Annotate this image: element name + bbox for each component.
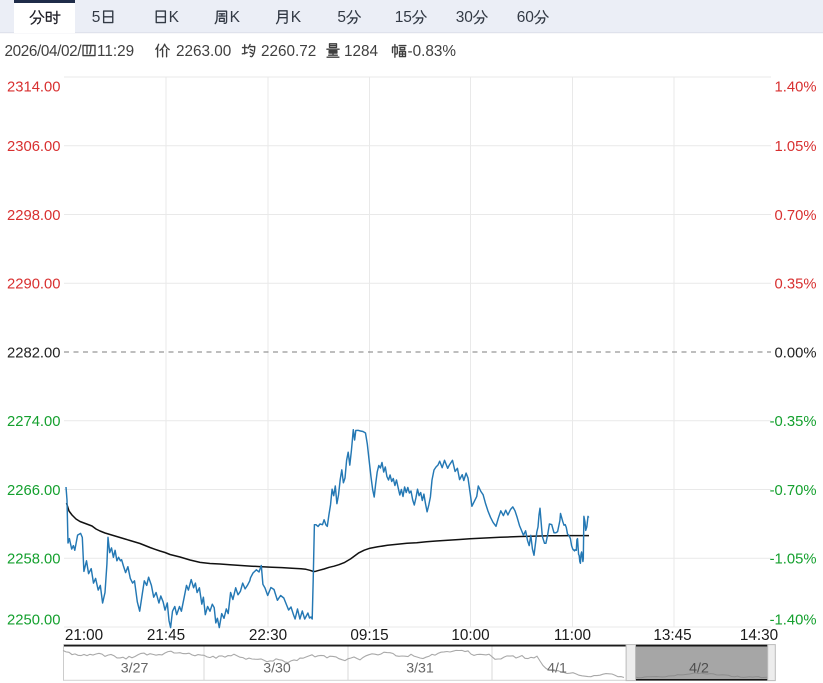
svg-text:21:00: 21:00 — [65, 627, 103, 644]
svg-text:0.00%: 0.00% — [775, 345, 817, 361]
svg-text:3/27: 3/27 — [121, 661, 149, 677]
svg-text:5: 5 — [337, 9, 346, 26]
svg-text:-0.83%: -0.83% — [408, 43, 457, 60]
svg-text:14:30: 14:30 — [740, 627, 778, 644]
svg-text:-1.40%: -1.40% — [770, 613, 817, 629]
svg-text:2298.00: 2298.00 — [7, 208, 61, 224]
svg-text:2258.00: 2258.00 — [7, 552, 61, 568]
svg-text:2282.00: 2282.00 — [7, 345, 61, 361]
svg-text:1284: 1284 — [344, 43, 379, 60]
svg-text:2026/04/02/: 2026/04/02/ — [5, 43, 83, 60]
svg-text:2274.00: 2274.00 — [7, 414, 61, 430]
svg-text:2263.00: 2263.00 — [176, 43, 231, 60]
svg-text:2260.72: 2260.72 — [261, 43, 316, 60]
svg-text:3/31: 3/31 — [406, 661, 434, 677]
svg-text:21:45: 21:45 — [147, 627, 185, 644]
svg-text:4/1: 4/1 — [547, 661, 567, 677]
svg-text:10:00: 10:00 — [451, 627, 489, 644]
svg-text:4/2: 4/2 — [689, 661, 709, 677]
svg-text:-1.05%: -1.05% — [770, 552, 817, 568]
svg-text:15: 15 — [395, 9, 412, 26]
svg-text:11:29: 11:29 — [97, 43, 134, 60]
svg-text:2314.00: 2314.00 — [7, 79, 61, 95]
svg-text:3/30: 3/30 — [263, 661, 291, 677]
svg-text:2306.00: 2306.00 — [7, 139, 61, 155]
svg-text:22:30: 22:30 — [249, 627, 287, 644]
svg-text:-0.35%: -0.35% — [770, 414, 817, 430]
svg-text:0.35%: 0.35% — [775, 277, 817, 293]
svg-text:0.70%: 0.70% — [775, 208, 817, 224]
svg-text:K: K — [291, 9, 302, 26]
svg-text:-0.70%: -0.70% — [770, 483, 817, 499]
svg-text:2266.00: 2266.00 — [7, 483, 61, 499]
svg-text:13:45: 13:45 — [653, 627, 691, 644]
svg-text:60: 60 — [517, 9, 535, 26]
svg-text:K: K — [169, 9, 180, 26]
svg-text:1.40%: 1.40% — [775, 79, 817, 95]
svg-text:2250.00: 2250.00 — [7, 613, 61, 629]
svg-text:11:00: 11:00 — [554, 627, 591, 644]
svg-text:09:15: 09:15 — [350, 627, 388, 644]
svg-text:1.05%: 1.05% — [775, 139, 817, 155]
svg-text:30: 30 — [456, 9, 474, 26]
svg-text:2290.00: 2290.00 — [7, 277, 61, 293]
svg-text:K: K — [230, 9, 241, 26]
svg-text:5: 5 — [92, 9, 101, 26]
